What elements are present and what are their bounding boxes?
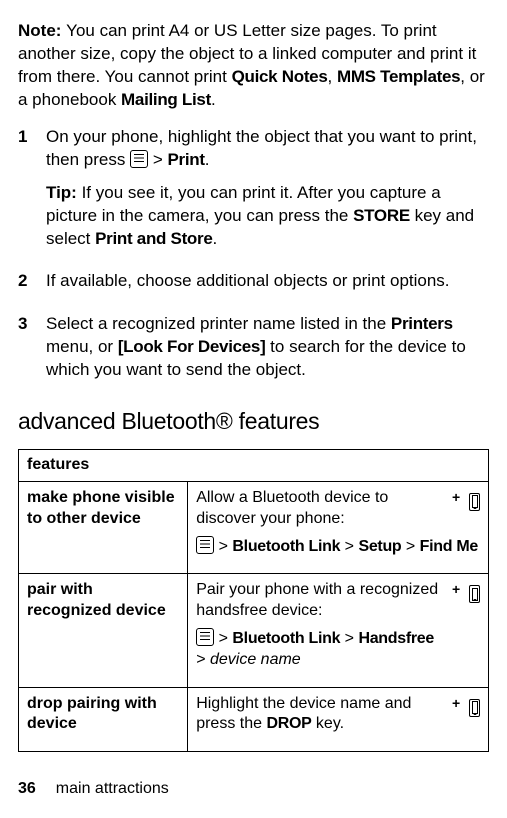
gt: > bbox=[214, 630, 232, 647]
step-list: 1 On your phone, highlight the object th… bbox=[18, 126, 489, 392]
tip-end: . bbox=[213, 229, 218, 248]
quick-notes-label: Quick Notes bbox=[232, 67, 328, 86]
step-body: On your phone, highlight the object that… bbox=[46, 126, 489, 261]
r1-desc: Allow a Bluetooth device to discover you… bbox=[196, 488, 480, 530]
gt: > bbox=[148, 150, 167, 169]
step-1: 1 On your phone, highlight the object th… bbox=[18, 126, 489, 261]
find-me-label: Find Me bbox=[420, 538, 478, 555]
note-paragraph: Note: You can print A4 or US Letter size… bbox=[18, 20, 489, 112]
feature-desc: + Pair your phone with a recognized hand… bbox=[188, 574, 489, 687]
step3-b: menu, or bbox=[46, 337, 118, 356]
step3-a: Select a recognized printer name listed … bbox=[46, 314, 391, 333]
step-number: 2 bbox=[18, 270, 46, 303]
bluetooth-link-label: Bluetooth Link bbox=[232, 538, 340, 555]
look-for-devices-label: [Look For Devices] bbox=[118, 337, 266, 356]
step-number: 1 bbox=[18, 126, 46, 261]
bluetooth-link-label: Bluetooth Link bbox=[232, 630, 340, 647]
step1-end: . bbox=[205, 150, 210, 169]
r2-desc: Pair your phone with a recognized handsf… bbox=[196, 580, 480, 622]
feature-name: make phone visible to other device bbox=[19, 481, 188, 573]
note-end: . bbox=[211, 90, 216, 109]
setup-label: Setup bbox=[358, 538, 401, 555]
gt: > bbox=[340, 538, 358, 555]
step-2: 2 If available, choose additional object… bbox=[18, 270, 489, 303]
drop-key-label: DROP bbox=[266, 715, 311, 732]
step-body: Select a recognized printer name listed … bbox=[46, 313, 489, 392]
step1-text-a: On your phone, highlight the object that… bbox=[46, 127, 477, 169]
bluetooth-phone-icon: + bbox=[452, 490, 480, 514]
feature-name: drop pairing with device bbox=[19, 687, 188, 752]
note-label: Note: bbox=[18, 21, 66, 40]
table-row: pair with recognized device + Pair your … bbox=[19, 574, 489, 687]
menu-key-icon bbox=[130, 150, 148, 168]
table-row: drop pairing with device + Highlight the… bbox=[19, 687, 489, 752]
step-number: 3 bbox=[18, 313, 46, 392]
step-3: 3 Select a recognized printer name liste… bbox=[18, 313, 489, 392]
page-footer: 36 main attractions bbox=[18, 780, 169, 798]
note-sep1: , bbox=[328, 67, 337, 86]
page-number: 36 bbox=[18, 780, 36, 797]
print-label: Print bbox=[167, 150, 204, 169]
r3-b: key. bbox=[311, 715, 344, 732]
menu-key-icon bbox=[196, 536, 214, 554]
mms-templates-label: MMS Templates bbox=[337, 67, 460, 86]
step2-text: If available, choose additional objects … bbox=[46, 270, 489, 293]
gt: > bbox=[214, 538, 232, 555]
print-and-store-label: Print and Store bbox=[95, 229, 212, 248]
mailing-list-label: Mailing List bbox=[121, 90, 211, 109]
feature-desc: + Allow a Bluetooth device to discover y… bbox=[188, 481, 489, 573]
gt: > bbox=[401, 538, 419, 555]
tip-label: Tip: bbox=[46, 183, 82, 202]
menu-key-icon bbox=[196, 628, 214, 646]
bluetooth-phone-icon: + bbox=[452, 696, 480, 720]
printers-label: Printers bbox=[391, 314, 453, 333]
table-header: features bbox=[19, 450, 489, 482]
footer-label: main attractions bbox=[56, 780, 169, 797]
device-name-label: device name bbox=[210, 651, 301, 668]
step-body: If available, choose additional objects … bbox=[46, 270, 489, 303]
bluetooth-phone-icon: + bbox=[452, 582, 480, 606]
table-row: make phone visible to other device + All… bbox=[19, 481, 489, 573]
gt: > bbox=[340, 630, 358, 647]
section-heading: advanced Bluetooth® features bbox=[18, 408, 489, 435]
feature-desc: + Highlight the device name and press th… bbox=[188, 687, 489, 752]
features-table: features make phone visible to other dev… bbox=[18, 449, 489, 752]
handsfree-label: Handsfree bbox=[358, 630, 434, 647]
gt: > bbox=[196, 651, 210, 668]
store-key-label: STORE bbox=[353, 206, 410, 225]
feature-name: pair with recognized device bbox=[19, 574, 188, 687]
